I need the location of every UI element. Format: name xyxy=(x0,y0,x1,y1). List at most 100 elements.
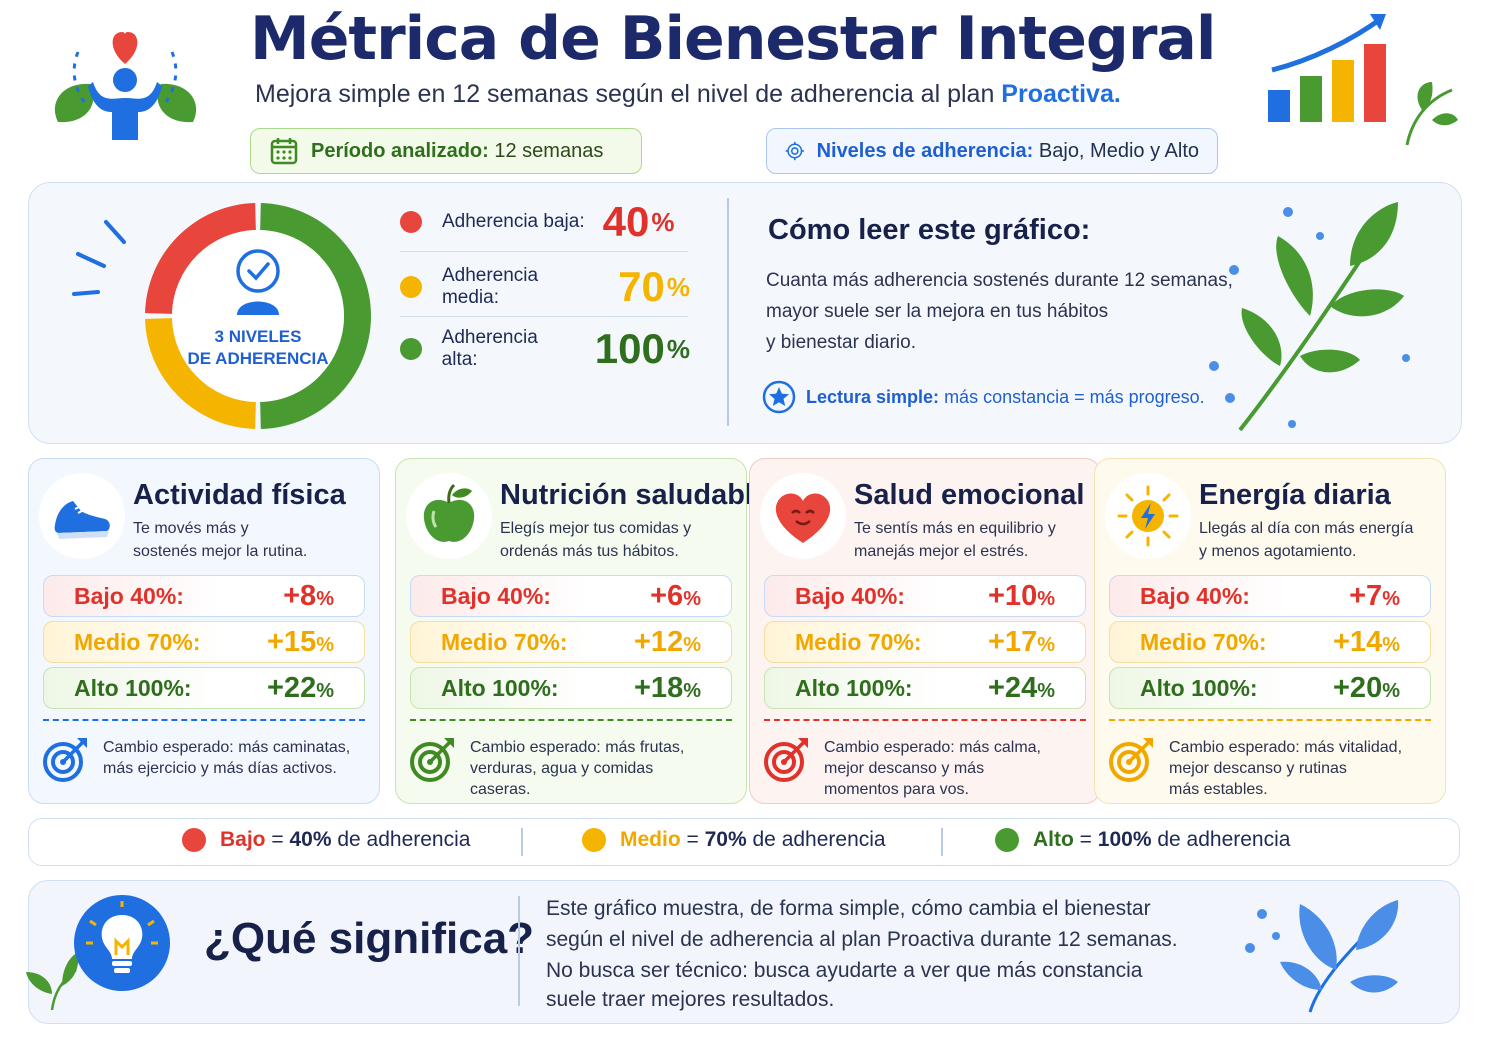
adherence-row-high: Adherencia alta: 100 % xyxy=(400,321,690,377)
category-desc-line: Llegás al día con más energía xyxy=(1199,520,1414,537)
expected-change-line: verduras, agua y comidas xyxy=(470,760,654,777)
level-row-low: Bajo 40%: +6% xyxy=(410,575,732,617)
category-card-activity: Actividad física Te movés más y sostenés … xyxy=(28,458,380,804)
adherence-donut xyxy=(145,203,371,429)
level-label: Medio 70%: xyxy=(795,628,922,655)
period-pill: Período analizado: 12 semanas xyxy=(250,128,642,174)
levels-pill: Niveles de adherencia: Bajo, Medio y Alt… xyxy=(766,128,1218,174)
category-desc-line: ordenás más tus hábitos. xyxy=(500,543,679,560)
category-desc: Te movés más y sostenés mejor la rutina. xyxy=(133,517,307,563)
level-value: +15 xyxy=(267,625,317,658)
divider xyxy=(400,251,688,252)
how-to-read-title: Cómo leer este gráfico: xyxy=(768,214,1091,246)
category-title: Energía diaria xyxy=(1199,479,1391,511)
medium-dot xyxy=(582,828,606,852)
growth-chart-icon xyxy=(1268,14,1458,146)
legend-item-medium: Medio = 70% de adherencia xyxy=(582,828,886,852)
level-label: Alto 100%: xyxy=(795,674,913,701)
user-check-icon xyxy=(236,249,280,315)
how-to-read-line: mayor suele ser la mejora en tus hábitos xyxy=(766,301,1109,322)
level-value: +7 xyxy=(1349,579,1383,612)
category-desc: Elegís mejor tus comidas y ordenás más tu… xyxy=(500,517,691,563)
level-row-low: Bajo 40%: +10% xyxy=(764,575,1086,617)
level-label: Medio 70%: xyxy=(1140,628,1267,655)
vertical-divider xyxy=(727,198,729,426)
expected-change-line: más estables. xyxy=(1169,781,1268,798)
donut-segment-bajo xyxy=(145,203,256,314)
expected-change: Cambio esperado: más frutas, verduras, ag… xyxy=(470,737,684,800)
adherence-label: Adherencia baja: xyxy=(442,211,585,232)
expected-change-line: momentos para vos. xyxy=(824,781,969,798)
level-unit: % xyxy=(316,587,334,610)
expected-change-line: mejor descanso y rutinas xyxy=(1169,760,1347,777)
page-subtitle: Mejora simple en 12 semanas según el niv… xyxy=(255,80,1215,109)
category-desc-line: Te movés más y xyxy=(133,520,249,537)
donut-segment-alto xyxy=(260,203,371,429)
category-desc-line: y menos agotamiento. xyxy=(1199,543,1357,560)
legend-suffix: de adherencia xyxy=(752,828,886,851)
level-unit: % xyxy=(316,679,334,702)
target-gear-icon xyxy=(785,141,804,161)
expected-change-line: mejor descanso y más xyxy=(824,760,985,777)
expected-change-line: más ejercicio y más días activos. xyxy=(103,760,337,777)
category-desc-line: Elegís mejor tus comidas y xyxy=(500,520,692,537)
simple-label: Lectura simple: xyxy=(806,386,940,407)
legend-bar xyxy=(28,818,1460,866)
adherence-row-medium: Adherencia media: 70 % xyxy=(400,259,690,315)
expected-change-line: caseras. xyxy=(470,781,531,798)
legend-pct: 70% xyxy=(704,828,747,851)
expected-change-line: Cambio esperado: más vitalidad, xyxy=(1169,739,1403,756)
level-label: Medio 70%: xyxy=(74,628,201,655)
level-row-low: Bajo 40%: +7% xyxy=(1109,575,1431,617)
level-row-high: Alto 100%: +22% xyxy=(43,667,365,709)
adherence-unit: % xyxy=(666,333,690,364)
level-label: Bajo 40%: xyxy=(795,582,905,609)
level-label: Bajo 40%: xyxy=(74,582,184,609)
apple-icon xyxy=(406,473,492,559)
category-card-nutrition: Nutrición saludable Elegís mejor tus com… xyxy=(395,458,769,804)
level-value: +18 xyxy=(634,671,684,704)
level-row-medium: Medio 70%: +14% xyxy=(1109,621,1431,663)
simple-reading: Lectura simple: más constancia = más pro… xyxy=(762,380,1205,414)
adherence-label: Adherencia media: xyxy=(441,265,539,308)
adherence-value: 70 xyxy=(618,263,665,310)
level-row-medium: Medio 70%: +17% xyxy=(764,621,1086,663)
level-value: +20 xyxy=(1333,671,1383,704)
sparkle-lines-icon xyxy=(72,220,126,296)
level-unit: % xyxy=(683,587,701,610)
category-card-energy: Energía diaria Llegás al día con más ene… xyxy=(1094,458,1446,804)
legend-suffix: de adherencia xyxy=(337,828,471,851)
high-dot xyxy=(995,828,1019,852)
subtitle-text: Mejora simple en 12 semanas según el niv… xyxy=(255,80,995,108)
level-row-high: Alto 100%: +20% xyxy=(1109,667,1431,709)
levels-value: Bajo, Medio y Alto xyxy=(1038,139,1199,162)
meaning-title: ¿Qué significa? xyxy=(204,914,535,963)
level-value: +14 xyxy=(1333,625,1383,658)
level-unit: % xyxy=(1037,587,1055,610)
level-unit: % xyxy=(1037,679,1055,702)
donut-segment-medio xyxy=(145,318,256,429)
calendar-icon xyxy=(270,138,298,165)
expected-change-line: Cambio esperado: más frutas, xyxy=(470,739,685,756)
adherence-value: 40 xyxy=(602,198,650,245)
levels-label: Niveles de adherencia: xyxy=(816,139,1034,162)
simple-text: más constancia = más progreso. xyxy=(944,386,1205,407)
category-title: Salud emocional xyxy=(854,479,1085,511)
level-row-high: Alto 100%: +18% xyxy=(410,667,732,709)
vertical-divider xyxy=(518,896,520,1006)
meaning-panel xyxy=(28,880,1460,1024)
legend-name: Alto xyxy=(1033,828,1074,851)
medium-dot xyxy=(400,276,422,298)
legend-eq: = xyxy=(271,828,284,851)
high-dot xyxy=(400,338,422,360)
low-dot xyxy=(400,211,422,233)
lightbulb-icon xyxy=(74,895,170,991)
expected-change: Cambio esperado: más calma, mejor descans… xyxy=(824,737,1041,800)
category-desc: Te sentís más en equilibrio y manejás mej… xyxy=(854,517,1056,563)
category-desc-line: manejás mejor el estrés. xyxy=(854,543,1029,560)
target-icon xyxy=(764,738,808,782)
small-leaves-icon xyxy=(26,952,79,1011)
adherence-unit: % xyxy=(651,206,675,237)
level-label: Alto 100%: xyxy=(74,674,192,701)
dashed-divider xyxy=(410,719,732,721)
